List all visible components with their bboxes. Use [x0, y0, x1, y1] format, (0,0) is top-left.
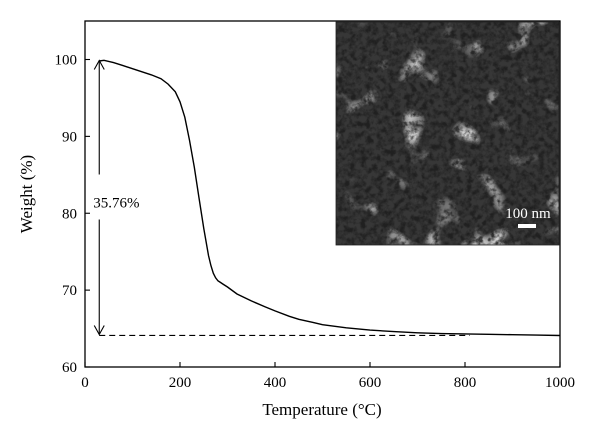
x-axis-title: Temperature (°C): [262, 400, 381, 419]
x-tick-label: 200: [169, 375, 192, 391]
x-axis-ticks: 0 200 400 600 800 1000: [81, 362, 575, 391]
y-axis-title: Weight (%): [17, 155, 36, 233]
x-tick-label: 400: [264, 375, 287, 391]
sem-inset-image: 100 nm: [335, 21, 560, 246]
arrow-up-head: [93, 59, 105, 70]
y-tick-label: 80: [62, 206, 77, 222]
arrow-down-head: [93, 325, 105, 336]
x-tick-label: 800: [454, 375, 477, 391]
y-axis-ticks: 60 70 80 90 100: [55, 53, 90, 376]
tga-curve: [99, 59, 561, 337]
y-tick-label: 60: [62, 360, 77, 376]
weight-loss-label: 35.76%: [93, 196, 139, 212]
weight-loss-annotation: 35.76%: [93, 59, 140, 336]
plot-frame: [84, 20, 561, 368]
x-tick-label: 1000: [545, 375, 575, 391]
x-tick-label: 0: [81, 375, 89, 391]
y-tick-label: 100: [55, 53, 78, 69]
scale-bar-label: 100 nm: [505, 206, 551, 222]
y-tick-label: 70: [62, 283, 77, 299]
scale-bar: [518, 224, 536, 228]
y-tick-label: 90: [62, 129, 77, 145]
x-tick-label: 600: [359, 375, 382, 391]
